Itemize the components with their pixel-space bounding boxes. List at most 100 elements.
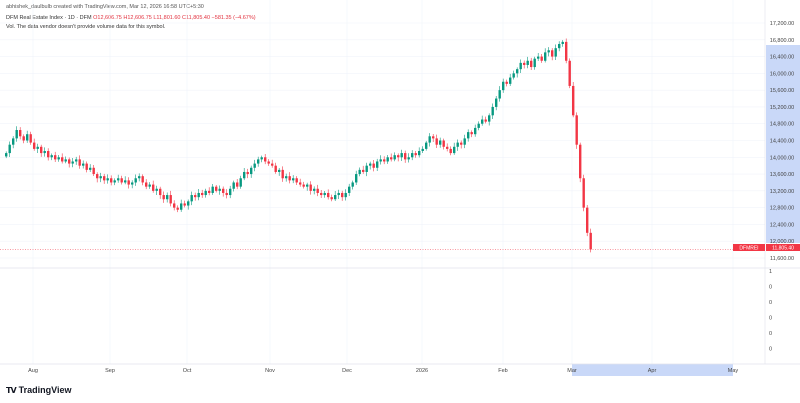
candle-body xyxy=(369,163,372,166)
price-tick-label: 13,600.00 xyxy=(770,172,794,178)
candle-body xyxy=(316,188,319,193)
candle-body xyxy=(278,169,281,172)
candle-body xyxy=(64,159,67,162)
time-axis[interactable]: Aug Sep Oct Nov Dec 2026 Feb Mar Apr May xyxy=(28,368,738,374)
candle-body xyxy=(365,165,368,172)
price-tick-label: 12,400.00 xyxy=(770,222,794,228)
candle-body xyxy=(351,182,354,187)
candle-body xyxy=(309,184,312,191)
volume-tick-label: 1 xyxy=(769,269,772,275)
candle-body xyxy=(575,115,578,145)
candle-body xyxy=(281,169,284,179)
price-chart[interactable]: 17,200.00 16,800.00 16,400.00 16,000.00 15,6… xyxy=(0,0,800,380)
candle-body xyxy=(180,203,183,210)
candle-body xyxy=(194,195,197,198)
candle-body xyxy=(579,144,582,179)
time-tick-label: Mar xyxy=(567,368,577,374)
candle-body xyxy=(15,130,18,139)
volume-tick-label: 0 xyxy=(769,300,772,306)
candle-body xyxy=(36,146,39,149)
price-tick-label: 16,000.00 xyxy=(770,71,794,77)
candle-body xyxy=(519,62,522,70)
candle-body xyxy=(523,62,526,65)
candle-body xyxy=(110,178,113,183)
candle-body xyxy=(516,69,519,74)
candle-body xyxy=(82,163,85,166)
volume-tick-label: 0 xyxy=(769,331,772,337)
candle-body xyxy=(456,142,459,147)
candle-body xyxy=(477,123,480,128)
candle-body xyxy=(348,186,351,193)
candle-body xyxy=(162,195,165,200)
price-axis-highlight xyxy=(766,45,800,243)
candle-body xyxy=(152,184,155,191)
candle-body xyxy=(267,161,270,164)
candle-body xyxy=(243,171,246,179)
price-tick-label: 15,600.00 xyxy=(770,88,794,94)
candle-body xyxy=(253,163,256,168)
price-tag-symbol: DFMREI xyxy=(739,246,758,252)
candle-body xyxy=(572,85,575,116)
candle-body xyxy=(313,188,316,191)
candle-body xyxy=(218,188,221,191)
candle-body xyxy=(215,186,218,191)
tradingview-logo[interactable]: 𝗧𝗩 TradingView xyxy=(6,385,72,395)
candle-body xyxy=(8,144,11,154)
candle-body xyxy=(565,41,568,61)
candle-body xyxy=(495,98,498,107)
candle-body xyxy=(306,184,309,187)
candle-body xyxy=(54,155,57,160)
candle-body xyxy=(505,81,508,84)
candle-body xyxy=(159,188,162,196)
price-axis[interactable]: 17,200.00 16,800.00 16,400.00 16,000.00 15,6… xyxy=(770,21,794,262)
brand-name: TradingView xyxy=(18,385,72,395)
candle-body xyxy=(120,178,123,183)
symbol-name: DFM Real Estate Index · 1D · DFM xyxy=(6,15,92,21)
candle-body xyxy=(166,195,169,200)
candle-body xyxy=(92,167,95,175)
candle-body xyxy=(302,184,305,187)
candle-body xyxy=(337,192,340,196)
candle-body xyxy=(400,153,403,158)
candle-body xyxy=(491,106,494,116)
candle-body xyxy=(411,153,414,158)
candle-body xyxy=(358,169,361,175)
candle-body xyxy=(271,163,274,166)
candle-body xyxy=(530,60,533,68)
candle-body xyxy=(201,192,204,196)
candle-body xyxy=(78,159,81,166)
time-tick-label: Nov xyxy=(265,368,275,374)
candle-body xyxy=(134,178,137,183)
candle-body xyxy=(204,190,207,196)
candle-body xyxy=(453,146,456,154)
candle-body xyxy=(558,43,561,49)
price-tick-label: 11,600.00 xyxy=(770,256,794,262)
candle-body xyxy=(379,159,382,162)
candle-body xyxy=(586,207,589,233)
price-tick-label: 16,800.00 xyxy=(770,38,794,44)
candle-body xyxy=(498,90,501,99)
candle-body xyxy=(26,134,29,141)
volume-axis: 1 0 0 0 0 0 xyxy=(769,269,772,353)
candle-body xyxy=(544,52,547,61)
candle-body xyxy=(446,146,449,149)
last-price-tag: DFMREI 11,805.40 xyxy=(733,244,800,252)
candle-body xyxy=(470,132,473,135)
candle-body xyxy=(393,155,396,160)
candle-body xyxy=(99,176,102,179)
time-tick-label: Oct xyxy=(183,368,192,374)
time-tick-label: Dec xyxy=(342,368,352,374)
candle-body xyxy=(12,138,15,145)
price-tick-label: 14,400.00 xyxy=(770,139,794,145)
candle-body xyxy=(355,174,358,183)
candle-body xyxy=(50,155,53,158)
candle-body xyxy=(117,178,120,181)
candle-body xyxy=(40,146,43,154)
tradingview-logo-icon: 𝗧𝗩 xyxy=(6,385,17,395)
time-axis-highlight xyxy=(572,364,733,376)
candle-body xyxy=(103,176,106,181)
candle-body xyxy=(257,159,260,164)
candle-body xyxy=(372,163,375,168)
candle-body xyxy=(439,140,442,145)
volume-tick-label: 0 xyxy=(769,285,772,291)
